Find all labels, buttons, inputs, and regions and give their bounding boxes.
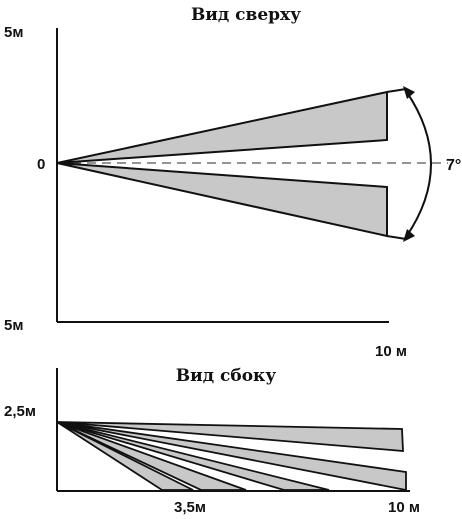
side-view-title: Вид сбоку: [176, 366, 277, 386]
top-x-end-label: 10 м: [375, 343, 407, 360]
top-y-zero-label: 0: [37, 156, 45, 173]
top-lower-zone: [56, 162, 388, 238]
side-beam-4: [56, 421, 247, 491]
side-beam-3: [56, 421, 330, 491]
side-beam-2: [56, 421, 407, 492]
side-x-mid-label: 3,5м: [174, 499, 206, 516]
top-y-max-label: 5м: [4, 24, 23, 41]
side-view: Вид сбоку 2,5м 3,5м 10 м: [4, 366, 420, 516]
side-x-end-label: 10 м: [388, 499, 420, 516]
angle-arrow-bottom: [403, 229, 415, 242]
top-upper-zone: [56, 90, 388, 164]
angle-label: 7°: [446, 157, 461, 174]
top-lower-connector: [386, 235, 407, 240]
side-beam-5: [56, 421, 194, 491]
side-beam-1: [56, 421, 404, 452]
top-view-title: Вид сверху: [191, 5, 301, 25]
angle-arc: [405, 90, 432, 238]
side-height-label: 2,5м: [4, 403, 36, 420]
top-y-min-label: 5м: [4, 317, 23, 334]
top-view: Вид сверху 5м 0 5м 10 м 7°: [4, 5, 461, 360]
angle-arrow-top: [403, 86, 415, 99]
top-upper-connector: [386, 88, 407, 93]
